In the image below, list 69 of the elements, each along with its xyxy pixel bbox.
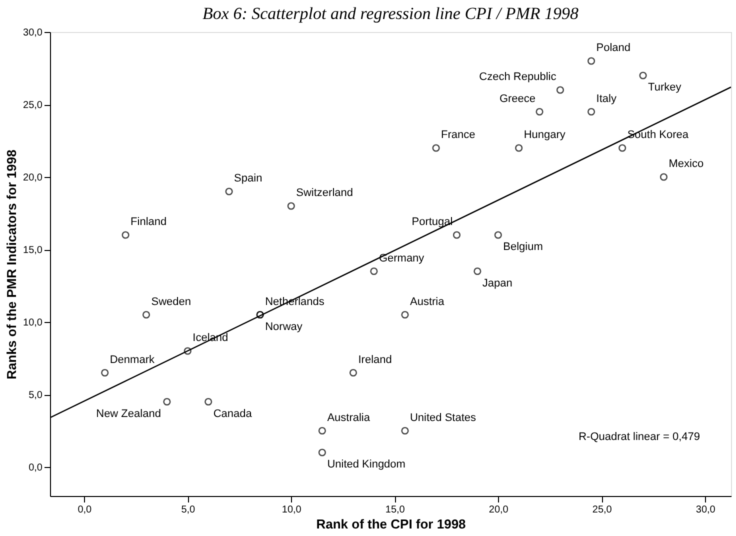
annotation: Austria [410, 296, 446, 308]
point [370, 267, 378, 276]
point [494, 231, 502, 239]
y-tick-label: 25,0 [23, 100, 43, 111]
chart-title: Box 6: Scatterplot and regression line CPI / PMR 1998 [202, 4, 579, 23]
annotation: Norway [265, 320, 303, 333]
y-tick-label: 10,0 [23, 318, 43, 328]
point [142, 310, 150, 319]
x-tick-label: 0,0 [78, 504, 92, 516]
annotation: United States [410, 412, 477, 424]
annotation: Canada [213, 408, 253, 420]
y-tick-label: 30,0 [23, 28, 43, 38]
x-axis-title: Rank of the CPI for 1998 [316, 516, 466, 532]
annotation: New Zealand [96, 408, 161, 420]
annotation: France [441, 129, 476, 141]
annotation: Italy [596, 92, 617, 105]
annotation: Mexico [668, 158, 704, 170]
y-tick-label: 20,0 [23, 172, 43, 184]
x-tick-label: 5,0 [181, 504, 196, 516]
annotation: Finland [130, 216, 167, 228]
annotation: Australia [327, 412, 371, 424]
point [318, 426, 326, 435]
annotation: Sweden [151, 296, 192, 308]
annotation: Poland [596, 42, 631, 54]
point [349, 368, 358, 377]
annotation: Greece [499, 92, 536, 105]
point [101, 368, 109, 377]
annotation: Spain [234, 172, 262, 184]
annotation: Hungary [524, 129, 566, 141]
x-tick-label: 30,0 [696, 504, 716, 516]
annotation: Switzerland [296, 187, 354, 199]
point [204, 398, 212, 406]
point [318, 448, 326, 456]
point [515, 144, 523, 152]
x-tick-label: 25,0 [592, 504, 612, 516]
annotation: Portugal [412, 216, 453, 228]
point [122, 231, 130, 239]
point [639, 72, 647, 80]
x-tick-label: 15,0 [385, 504, 406, 516]
annotation: Denmark [110, 354, 155, 366]
annotation: United Kingdom [327, 458, 406, 470]
point [618, 144, 626, 152]
point [587, 57, 596, 65]
annotation: Germany [378, 252, 425, 264]
annotation: Ireland [358, 354, 392, 366]
point [432, 144, 440, 152]
point [225, 188, 233, 196]
y-tick-label: 15,0 [23, 245, 43, 256]
annotation: Turkey [648, 82, 682, 94]
annotation: Belgium [503, 241, 543, 253]
point [452, 231, 461, 239]
point [587, 108, 596, 116]
point [536, 108, 544, 116]
point [163, 398, 171, 406]
point [401, 426, 409, 435]
point [660, 173, 668, 181]
y-axis-title: Ranks of the PMR Indicators for 1998 [4, 150, 20, 380]
x-tick-label: 10,0 [282, 504, 302, 516]
x-tick-label: 20,0 [488, 504, 509, 516]
annotation: Czech Republic [479, 71, 557, 83]
point [184, 347, 192, 355]
point [401, 310, 409, 319]
point [474, 267, 482, 276]
annotation: R-Quadrat linear = 0,479 [578, 431, 700, 443]
point [556, 86, 564, 94]
annotation: Japan [482, 277, 512, 290]
y-tick-label: 0,0 [28, 462, 43, 474]
point [287, 202, 295, 210]
y-tick-label: 5,0 [28, 390, 43, 401]
